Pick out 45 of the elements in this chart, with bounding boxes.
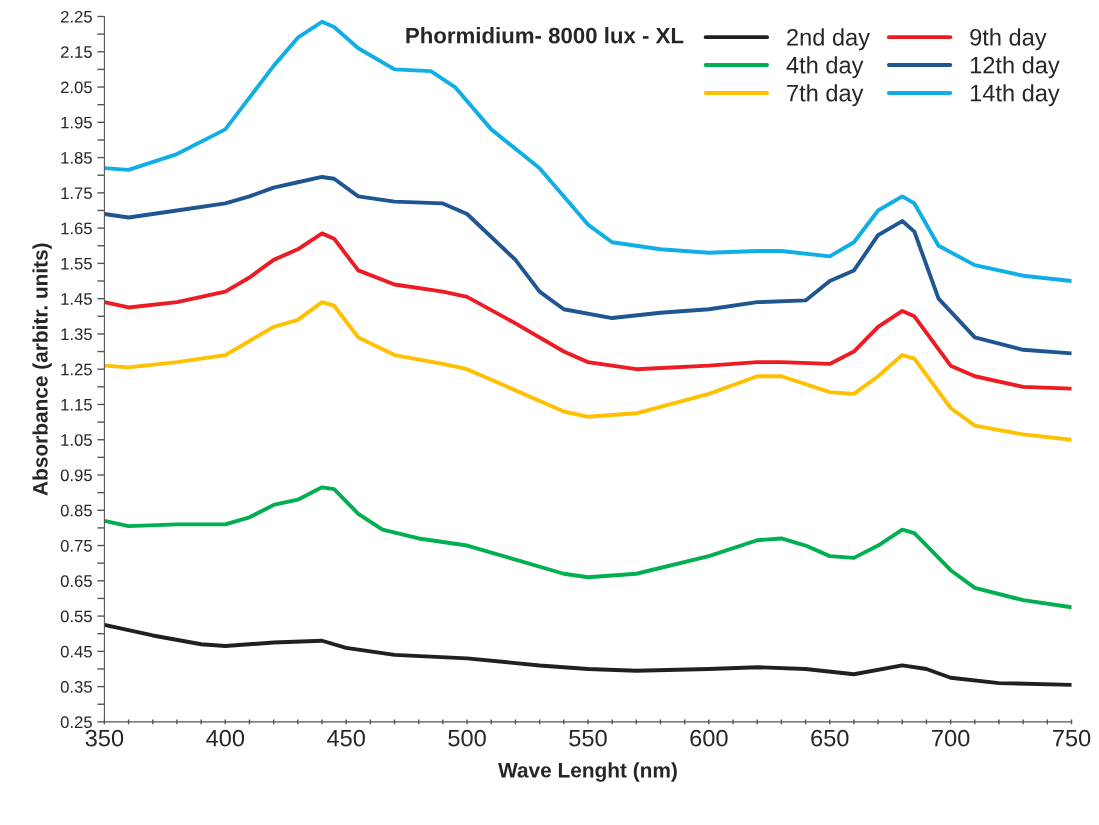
line-series	[104, 485, 1072, 610]
legend-label: 12th day	[970, 56, 1060, 79]
y-tick-label: 1.15	[61, 399, 92, 411]
y-tick-label: 0.45	[60, 645, 92, 658]
x-tick-label: 600	[690, 729, 728, 747]
y-tick-label: 1.45	[61, 293, 92, 305]
y-tick-label: 1.75	[61, 187, 92, 200]
y-tick-label: 0.35	[60, 681, 92, 693]
legend-label: 4th day	[786, 56, 864, 79]
line-series	[104, 300, 1072, 442]
legend-label: 7th day	[787, 84, 864, 107]
x-tick-label: 550	[569, 729, 607, 747]
line-series	[104, 231, 1072, 391]
y-tick-label: 0.75	[60, 539, 92, 552]
y-tick-label: 0.85	[60, 504, 92, 517]
y-tick-label: 1.55	[61, 257, 92, 270]
y-tick-label: 0.25	[60, 716, 92, 729]
line-series	[104, 19, 1072, 283]
y-tick-label: 0.65	[60, 575, 92, 587]
y-axis-title: Absorbance (arbitr. units)	[32, 243, 52, 496]
x-tick-label: 750	[1053, 729, 1091, 747]
y-tick-label: 1.65	[61, 222, 92, 235]
y-tick-label: 1.85	[61, 151, 92, 164]
chart-title: Phormidium- 8000 lux - XL	[406, 27, 684, 44]
x-axis-title: Wave Lenght (nm)	[498, 762, 677, 782]
y-tick-label: 2.15	[61, 46, 92, 58]
line-series	[104, 622, 1072, 687]
x-tick-label: 400	[206, 729, 245, 747]
y-tick-label: 1.35	[61, 328, 92, 341]
y-tick-label: 2.05	[61, 81, 92, 94]
y-tick-label: 2.25	[61, 10, 92, 23]
y-tick-label: 1.05	[61, 434, 92, 446]
y-tick-label: 0.95	[60, 469, 92, 482]
x-tick-label: 500	[448, 729, 486, 747]
legend-label: 14th day	[970, 84, 1060, 107]
y-tick-label: 1.95	[61, 116, 92, 129]
x-tick-label: 700	[932, 729, 970, 747]
x-tick-label: 350	[85, 729, 124, 747]
y-tick-label: 0.55	[60, 610, 92, 623]
legend-label: 9th day	[970, 28, 1047, 51]
line-series	[104, 175, 1072, 356]
x-tick-label: 650	[811, 729, 849, 747]
y-tick-label: 1.25	[61, 363, 92, 376]
legend-label: 2nd day	[787, 28, 870, 51]
x-tick-label: 450	[327, 729, 365, 747]
